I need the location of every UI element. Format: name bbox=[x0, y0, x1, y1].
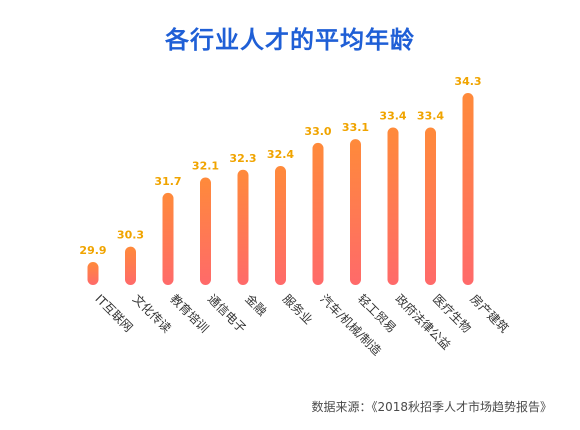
category-label-0: IT互联网 bbox=[92, 292, 135, 335]
value-label-5: 32.4 bbox=[267, 148, 294, 161]
category-label-5: 服务业 bbox=[280, 291, 316, 327]
data-source-note: 数据来源：《2018秋招季人才市场趋势报告》 bbox=[311, 400, 552, 414]
category-label-3: 通信电子 bbox=[205, 292, 249, 336]
bar-series bbox=[87, 93, 474, 285]
value-label-0: 29.9 bbox=[79, 244, 106, 257]
value-label-1: 30.3 bbox=[117, 229, 144, 242]
chart-title: 各行业人才的平均年龄 bbox=[165, 26, 415, 54]
bar-6 bbox=[312, 142, 324, 285]
bar-5 bbox=[275, 165, 286, 285]
bar-9 bbox=[425, 127, 436, 285]
value-labels: 29.9 30.3 31.7 32.1 32.3 32.4 33.0 33.1 33.4 33.4… bbox=[79, 75, 481, 257]
bar-1 bbox=[125, 246, 136, 285]
value-label-3: 32.1 bbox=[192, 159, 219, 172]
bar-3 bbox=[200, 177, 211, 285]
bar-7 bbox=[350, 139, 361, 285]
category-label-10: 房产建筑 bbox=[467, 291, 512, 336]
category-label-1: 文化传读 bbox=[130, 291, 175, 336]
bar-4 bbox=[237, 169, 249, 285]
bar-8 bbox=[387, 127, 399, 285]
category-label-2: 教育培训 bbox=[167, 291, 212, 336]
value-label-10: 34.3 bbox=[454, 75, 481, 88]
value-label-4: 32.3 bbox=[229, 152, 256, 165]
value-label-7: 33.1 bbox=[342, 121, 369, 134]
bar-2 bbox=[162, 192, 174, 285]
category-label-4: 金融 bbox=[242, 291, 270, 319]
value-label-9: 33.4 bbox=[417, 110, 444, 123]
value-label-8: 33.4 bbox=[379, 110, 406, 123]
value-label-6: 33.0 bbox=[304, 125, 331, 138]
bar-10 bbox=[462, 93, 474, 285]
bar-0 bbox=[87, 261, 99, 285]
value-label-2: 31.7 bbox=[154, 175, 181, 188]
